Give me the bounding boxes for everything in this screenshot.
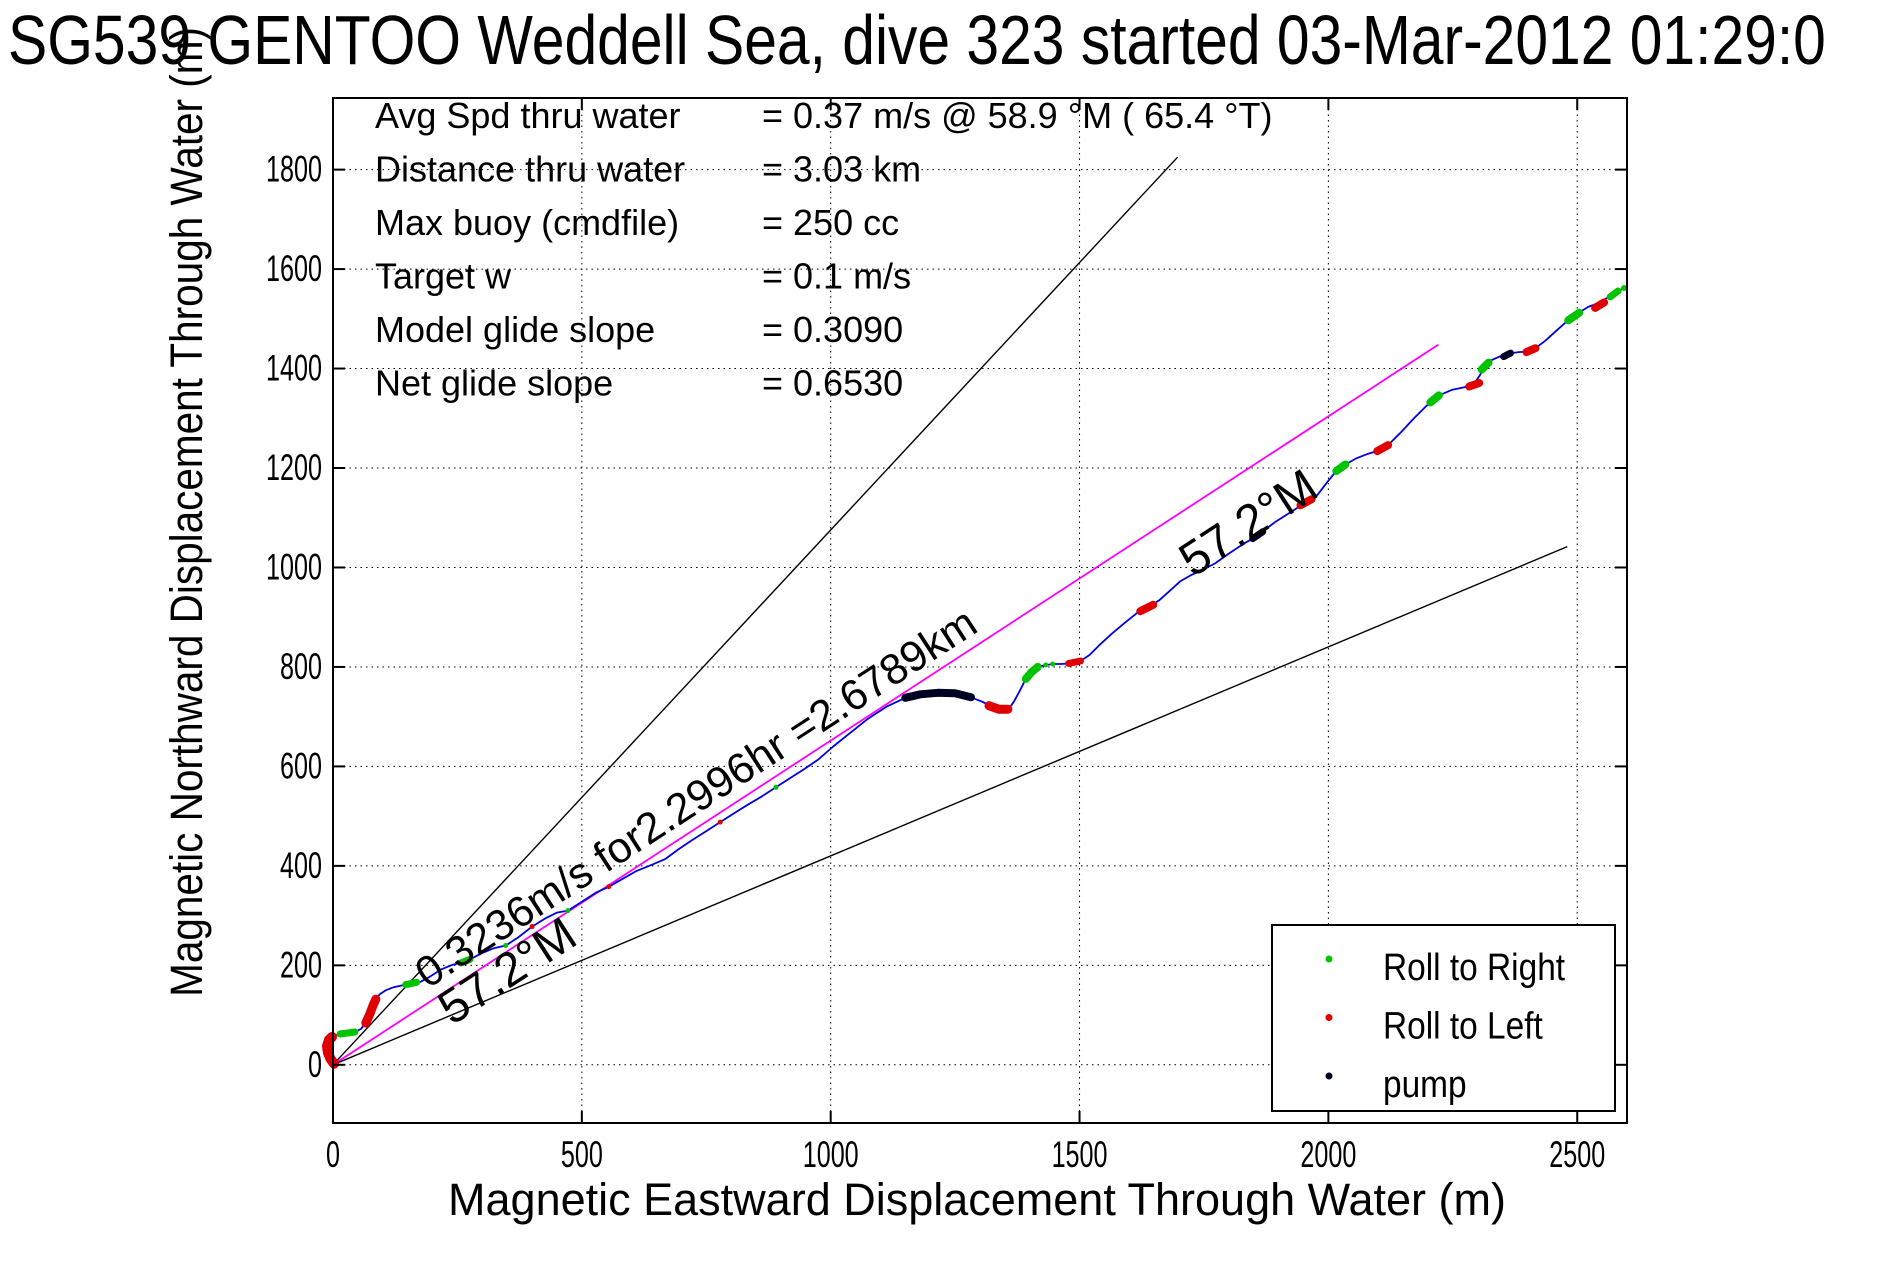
tick-labels: 0 500 1000 1500 2000 2500 0 200 400 600 800 1000 120… <box>266 148 1605 1175</box>
legend-marker-roll-to-right <box>1325 955 1333 963</box>
event-segment-roll-to-left <box>1373 441 1393 456</box>
y-tick-label: 0 <box>308 1043 322 1085</box>
event-segment-roll-to-left <box>1065 657 1084 667</box>
y-tick-label: 400 <box>280 844 322 886</box>
event-dot-roll-to-right <box>1621 284 1628 291</box>
stat-value: = 0.37 m/s @ 58.9 °M ( 65.4 °T) <box>762 95 1273 136</box>
event-segment-roll-to-right <box>1606 287 1622 301</box>
annotation-text: 57.2°M <box>1170 460 1327 588</box>
event-segment-roll-to-right <box>1426 391 1443 407</box>
event-dot-roll-to-right <box>1050 661 1056 667</box>
legend-label: Roll to Right <box>1383 946 1565 988</box>
event-segment-roll-to-right <box>1332 460 1350 475</box>
event-segment-roll-to-left <box>1522 344 1540 357</box>
event-segment-pump <box>1249 528 1267 543</box>
stat-value: = 250 cc <box>762 202 899 243</box>
x-tick-label: 500 <box>561 1133 603 1175</box>
event-segment-roll-to-left <box>361 994 381 1028</box>
annotations: 0.3236m/s for2.2996hr =2.6789km57.2°M57.… <box>407 460 1327 1036</box>
figure-title: SG539 GENTOO Weddell Sea, dive 323 start… <box>8 0 1826 79</box>
event-dot-roll-to-left <box>529 924 535 930</box>
event-segment-roll-to-right <box>1021 662 1042 683</box>
legend-marker-pump <box>1325 1072 1333 1080</box>
legend-marker-roll-to-left <box>1325 1014 1333 1021</box>
stat-value: = 3.03 km <box>762 149 921 190</box>
y-tick-label: 800 <box>280 645 322 687</box>
x-tick-label: 2000 <box>1300 1133 1356 1175</box>
y-tick-label: 1800 <box>266 148 322 190</box>
legend-label: Roll to Left <box>1383 1005 1543 1047</box>
stat-label: Net glide slope <box>375 363 613 404</box>
event-segment-pump <box>901 688 975 702</box>
y-tick-label: 200 <box>280 943 322 985</box>
stat-label: Max buoy (cmdfile) <box>375 202 679 243</box>
event-dot-roll-to-right <box>1043 662 1049 668</box>
event-dot-roll-to-right <box>773 784 779 790</box>
reference-lines <box>332 156 1568 1066</box>
plot-box <box>332 97 1628 1124</box>
stat-label: Target w <box>375 256 512 297</box>
annotation-text: 0.3236m/s for2.2996hr =2.6789km <box>407 599 985 998</box>
x-tick-label: 0 <box>326 1133 340 1175</box>
event-segment-pump <box>1500 349 1514 361</box>
bearing-fan-shallow <box>332 545 1568 1066</box>
plot-box-and-ticks <box>332 97 1628 1124</box>
y-tick-label: 1200 <box>266 446 322 488</box>
event-segment-roll-to-right <box>336 1028 359 1038</box>
event-segment-roll-to-right <box>402 978 421 989</box>
stat-value: = 0.6530 <box>762 363 903 404</box>
x-tick-label: 1500 <box>1052 1133 1108 1175</box>
event-segment-roll-to-left <box>322 1032 339 1069</box>
y-axis-label: Magnetic Northward Displacement Through … <box>162 27 212 997</box>
course-line-magenta <box>332 343 1439 1066</box>
x-tick-label: 2500 <box>1549 1133 1605 1175</box>
event-segment-roll-to-left <box>1591 298 1609 312</box>
event-segment-roll-to-right <box>457 955 474 967</box>
event-dot-roll-to-left <box>717 819 723 825</box>
event-segment-roll-to-left <box>1296 495 1316 510</box>
event-segment-roll-to-left <box>1465 379 1484 391</box>
event-segment-roll-to-left <box>984 701 1013 714</box>
bearing-fan-steep <box>332 156 1179 1066</box>
event-dot-roll-to-right <box>565 908 571 914</box>
event-dot-roll-to-right <box>503 942 509 948</box>
event-segment-roll-to-right <box>1477 358 1493 374</box>
y-tick-label: 1600 <box>266 247 322 289</box>
stat-label: Avg Spd thru water <box>375 95 681 136</box>
x-tick-label: 1000 <box>803 1133 859 1175</box>
event-segment-roll-to-right <box>1564 308 1584 325</box>
y-tick-label: 600 <box>280 744 322 786</box>
event-segment-roll-to-left <box>1136 600 1158 616</box>
y-tick-label: 1400 <box>266 347 322 389</box>
y-tick-label: 1000 <box>266 546 322 588</box>
stat-value: = 0.1 m/s <box>762 256 911 297</box>
stat-value: = 0.3090 <box>762 309 903 350</box>
stats-block: Avg Spd thru water = 0.37 m/s @ 58.9 °M (… <box>375 95 1273 404</box>
stat-label: Distance thru water <box>375 149 685 190</box>
x-axis-label: Magnetic Eastward Displacement Through W… <box>448 1174 1506 1225</box>
stat-label: Model glide slope <box>375 309 655 350</box>
legend-label: pump <box>1383 1063 1467 1105</box>
event-segments <box>322 284 1628 1069</box>
event-dot-roll-to-left <box>606 884 612 890</box>
legend: Roll to Right Roll to Left pump <box>1271 924 1616 1112</box>
